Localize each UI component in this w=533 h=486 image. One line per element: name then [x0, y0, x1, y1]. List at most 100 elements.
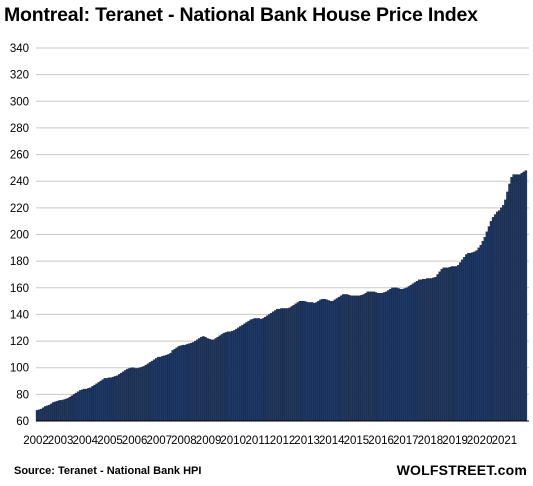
bar-147 — [337, 296, 341, 422]
bar-32 — [101, 379, 104, 422]
bar-87 — [214, 338, 217, 422]
bar-91 — [222, 332, 226, 422]
bar-157 — [358, 295, 361, 422]
y-tick-label-340: 340 — [10, 43, 29, 55]
bar-44 — [126, 368, 129, 422]
bar-214 — [475, 250, 478, 422]
y-tick-label-200: 200 — [10, 230, 29, 242]
bar-226 — [500, 207, 503, 422]
x-tick-label-2015: 2015 — [344, 435, 370, 447]
bar-43 — [124, 370, 127, 422]
bar-73 — [185, 344, 189, 422]
bar-220 — [487, 226, 491, 422]
y-tick-label-280: 280 — [10, 123, 29, 135]
bar-8 — [52, 402, 55, 422]
bar-191 — [428, 278, 431, 422]
bar-71 — [181, 344, 185, 422]
bar-64 — [167, 354, 170, 422]
y-tick-label-160: 160 — [10, 283, 29, 295]
bar-108 — [257, 318, 261, 422]
bar-194 — [434, 276, 437, 422]
x-tick-label-2013: 2013 — [294, 435, 320, 447]
bar-169 — [382, 292, 386, 422]
bar-28 — [93, 384, 96, 422]
y-tick-label-300: 300 — [10, 96, 29, 108]
bar-12 — [60, 400, 63, 422]
bar-174 — [393, 287, 396, 422]
bar-184 — [413, 282, 417, 422]
x-tick-label-2012: 2012 — [270, 435, 296, 447]
bar-75 — [189, 342, 193, 422]
x-tick-label-2019: 2019 — [442, 435, 468, 447]
bar-192 — [430, 278, 433, 422]
bar-228 — [504, 199, 507, 422]
bar-16 — [68, 396, 72, 422]
bar-182 — [409, 284, 413, 422]
bar-107 — [255, 318, 259, 422]
bar-13 — [62, 399, 65, 422]
bar-79 — [198, 338, 201, 422]
bar-197 — [440, 268, 443, 422]
bar-179 — [403, 288, 406, 422]
bar-99 — [239, 326, 242, 422]
x-tick-label-2005: 2005 — [97, 435, 123, 447]
bar-6 — [48, 404, 51, 422]
bar-206 — [459, 262, 462, 422]
x-tick-label-2020: 2020 — [467, 435, 493, 447]
bar-78 — [196, 339, 199, 422]
bar-217 — [481, 241, 484, 422]
bar-109 — [259, 318, 263, 422]
bar-176 — [397, 288, 400, 422]
x-tick-label-2007: 2007 — [147, 435, 173, 447]
bar-224 — [495, 211, 499, 422]
bar-58 — [154, 358, 158, 422]
bar-112 — [265, 315, 269, 422]
bar-119 — [280, 308, 283, 422]
x-tick-label-2010: 2010 — [220, 435, 246, 447]
bar-212 — [471, 252, 474, 422]
bar-132 — [306, 302, 310, 422]
bar-152 — [348, 294, 351, 422]
bar-165 — [374, 292, 378, 422]
bar-172 — [389, 288, 392, 422]
bar-134 — [311, 302, 314, 422]
bar-129 — [300, 300, 304, 422]
x-tick-label-2006: 2006 — [122, 435, 148, 447]
bar-210 — [467, 252, 470, 422]
bar-93 — [226, 331, 230, 422]
bar-98 — [237, 327, 240, 422]
bar-34 — [105, 378, 109, 422]
bar-167 — [378, 292, 382, 422]
bar-227 — [502, 205, 505, 422]
bar-20 — [76, 391, 80, 422]
source-note: Source: Teranet - National Bank HPI — [14, 465, 202, 477]
bar-70 — [179, 345, 182, 422]
bar-161 — [366, 291, 369, 422]
bar-19 — [74, 392, 78, 422]
bar-223 — [493, 214, 497, 422]
bar-166 — [376, 292, 380, 422]
x-tick-label-2014: 2014 — [319, 435, 345, 447]
bar-225 — [498, 210, 501, 422]
bar-146 — [335, 298, 339, 422]
bar-17 — [70, 395, 74, 422]
bar-96 — [233, 330, 236, 422]
bar-154 — [352, 295, 355, 422]
x-axis-ticks: 2002 2003 2004 2005 2006 2007 2008 2009 2010 2011… — [23, 435, 517, 447]
y-tick-label-220: 220 — [10, 203, 29, 215]
bar-229 — [506, 191, 509, 422]
bar-39 — [115, 375, 119, 422]
bar-164 — [372, 291, 376, 422]
bar-199 — [444, 267, 447, 422]
x-tick-label-2016: 2016 — [368, 435, 394, 447]
bar-103 — [247, 320, 250, 422]
bar-128 — [298, 300, 302, 422]
bar-148 — [339, 295, 343, 422]
bar-90 — [220, 334, 224, 422]
bar-162 — [368, 291, 371, 422]
y-axis-ticks: 60 80 100 120 140 160 180 200 220 240 260 280 300 320… — [10, 43, 29, 428]
bar-144 — [331, 300, 334, 422]
bar-186 — [417, 279, 421, 422]
bar-175 — [395, 287, 398, 422]
bar-122 — [286, 308, 289, 422]
